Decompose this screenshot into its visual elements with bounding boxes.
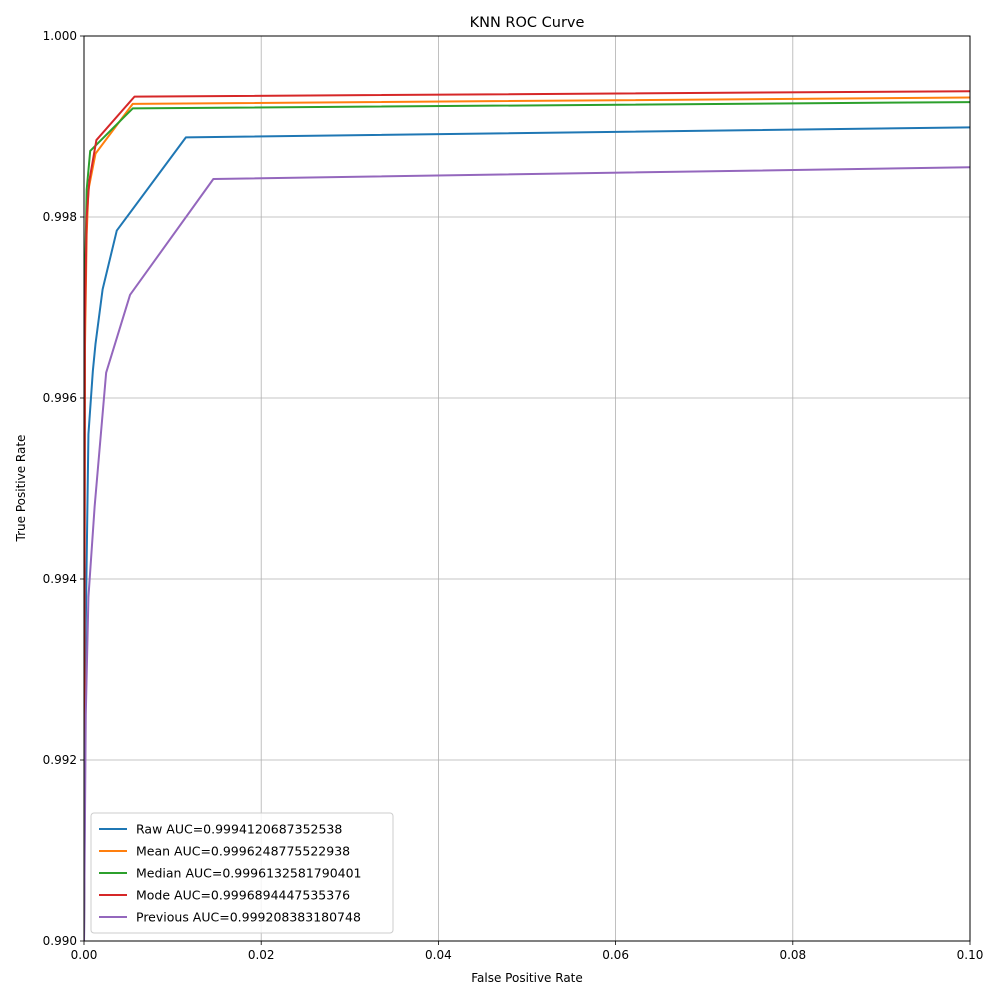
- legend-label: Mode AUC=0.9996894447535376: [136, 888, 350, 903]
- legend-label: Mean AUC=0.9996248775522938: [136, 844, 350, 859]
- tick-layer: 0.00 0.02 0.04 0.06 0.08 0.10 0.990 0.992 0.994 0…: [43, 29, 984, 962]
- y-tick-label: 0.992: [43, 753, 77, 767]
- legend: Raw AUC=0.9994120687352538 Mean AUC=0.999…: [90, 812, 394, 934]
- x-tick-label: 0.00: [71, 948, 98, 962]
- y-tick-label: 0.998: [43, 210, 77, 224]
- y-axis-label: True Positive Rate: [14, 435, 28, 543]
- x-tick-label: 0.04: [425, 948, 452, 962]
- series-line-3: [84, 90, 970, 941]
- x-tick-label: 0.06: [602, 948, 629, 962]
- y-tick-label: 0.996: [43, 391, 77, 405]
- y-tick-label: 0.990: [43, 934, 77, 948]
- y-tick-label: 0.994: [43, 572, 77, 586]
- x-axis-label: False Positive Rate: [471, 971, 583, 985]
- series-line-0: [84, 126, 970, 941]
- x-tick-label: 0.02: [248, 948, 275, 962]
- x-tick-label: 0.08: [779, 948, 806, 962]
- legend-label: Raw AUC=0.9994120687352538: [136, 822, 342, 837]
- series-line-4: [84, 166, 970, 941]
- legend-box: [90, 812, 394, 934]
- legend-label: Previous AUC=0.999208383180748: [136, 910, 361, 925]
- grid-layer: [83, 35, 971, 942]
- y-tick-label: 1.000: [43, 29, 77, 43]
- x-tick-label: 0.10: [957, 948, 984, 962]
- plot-frame: [83, 35, 971, 942]
- chart-title: KNN ROC Curve: [470, 15, 585, 31]
- series-layer: [84, 90, 970, 941]
- legend-label: Median AUC=0.9996132581790401: [136, 866, 362, 881]
